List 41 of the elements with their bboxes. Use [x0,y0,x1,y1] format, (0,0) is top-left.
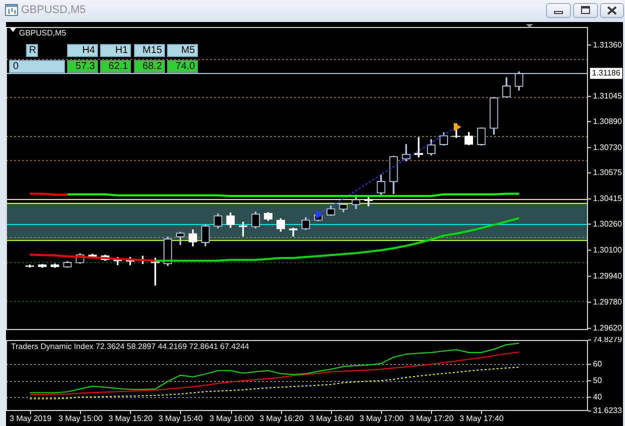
y-tick-label: 1.30100 [593,245,622,254]
x-tick-label: 3 May 15:20 [108,414,154,424]
ref-line-label: 1.31186 [592,68,621,78]
y-tick-label: 1.29780 [593,298,622,307]
x-tick-label: 3 May 15:40 [158,414,204,424]
annotation: 74.0 [167,60,198,73]
x-tick-label: 3 May 17:40 [459,414,504,424]
annotation: 62.1 [100,60,131,73]
y-tick-label: 74.8279 [593,335,622,344]
y-tick-label: 50 [593,376,602,386]
y-tick-label: 1.29620 [593,324,622,333]
text: GBPUSD,M5 [21,4,86,17]
chart-title: Traders Dynamic Index 72.3624 58.2897 44.2169 72.8641 67.4244 [11,342,250,352]
x-tick-label: 3 May 16:20 [259,414,304,424]
y-tick-label: 31.6233 [593,406,622,416]
chart-title: GBPUSD,M5 [19,28,67,38]
y-tick-label: 1.30890 [593,116,622,126]
x-tick-label: 3 May 16:40 [309,414,354,424]
y-tick-label: 1.30415 [593,194,622,204]
y-tick-label: 1.29940 [593,271,622,280]
y-tick-label: 1.30575 [593,168,622,178]
x-tick-label: 3 May 17:20 [409,414,454,424]
annotation: R [26,44,38,57]
y-tick-label: 60 [593,360,602,369]
x-tick-label: 3 May 17:00 [359,414,404,424]
annotation: 68.2 [134,60,165,73]
x-tick-label: 3 May 15:00 [58,414,104,424]
annotation: M5 [167,44,198,57]
x-tick-label: 3 May 16:00 [209,414,254,424]
x-tick-label: 3 May 2019 [10,414,52,424]
line-series [29,366,520,400]
y-tick-label: 1.30730 [593,142,622,152]
y-tick-label: 1.31360 [593,40,622,50]
y-tick-label: 1.30260 [593,219,622,228]
y-tick-label: 1.31045 [593,92,622,101]
y-tick-label: 40 [593,392,602,402]
annotation: 57.3 [67,60,98,73]
annotation: H1 [100,44,131,57]
text: 0 [12,60,20,73]
annotation: M15 [134,44,165,57]
annotation: H4 [67,44,98,57]
